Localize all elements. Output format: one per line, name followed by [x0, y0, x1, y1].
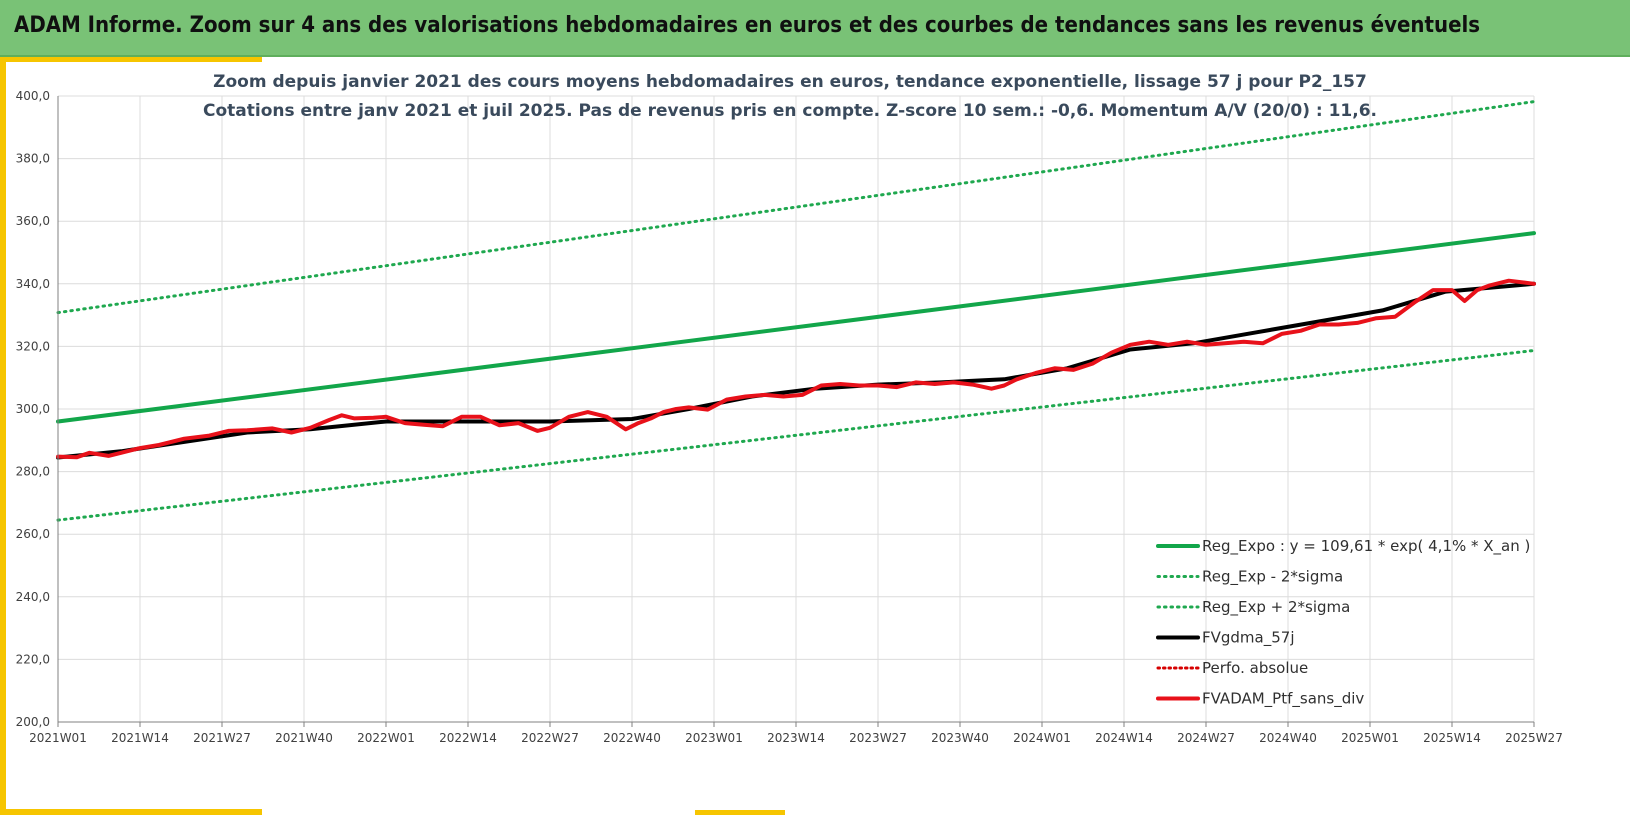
chart-series: [56, 100, 1536, 522]
chart-grid: [57, 95, 1535, 723]
accent-bar-top: [0, 57, 262, 62]
accent-bar-left: [0, 57, 6, 815]
line-chart: Zoom depuis janvier 2021 des cours moyen…: [16, 72, 1563, 745]
legend-label-fvgdma-line: FVgdma_57j: [1202, 629, 1295, 648]
x-tick-label: 2021W14: [111, 731, 169, 745]
y-tick-label: 340,0: [16, 277, 50, 291]
x-tick-label: 2021W01: [29, 731, 87, 745]
x-tick-label: 2025W01: [1341, 731, 1399, 745]
chart-container: Zoom depuis janvier 2021 des cours moyen…: [8, 62, 1626, 810]
x-tick-label: 2025W27: [1505, 731, 1563, 745]
y-tick-label: 280,0: [16, 465, 50, 479]
chart-subtitle-line2: Cotations entre janv 2021 et juil 2025. …: [203, 101, 1377, 121]
x-tick-label: 2023W14: [767, 731, 825, 745]
reg-exp-minus-2sigma-line: [56, 349, 1536, 522]
x-tick-label: 2024W01: [1013, 731, 1071, 745]
y-tick-label: 320,0: [16, 339, 50, 353]
legend-label-reg-exp-minus-2sigma-line: Reg_Exp - 2*sigma: [1202, 568, 1343, 587]
legend-label-reg-expo-line: Reg_Expo : y = 109,61 * exp( 4,1% * X_an…: [1202, 537, 1530, 556]
x-tick-label: 2021W40: [275, 731, 333, 745]
chart-subtitle-line1: Zoom depuis janvier 2021 des cours moyen…: [213, 72, 1367, 92]
x-tick-label: 2023W01: [685, 731, 743, 745]
accent-bar-bottom-mid: [695, 810, 785, 815]
reg-exp-plus-2sigma-line: [56, 100, 1536, 315]
y-tick-label: 380,0: [16, 152, 50, 166]
x-tick-label: 2024W27: [1177, 731, 1235, 745]
y-tick-label: 260,0: [16, 527, 50, 541]
x-tick-label: 2022W40: [603, 731, 661, 745]
x-tick-label: 2022W27: [521, 731, 579, 745]
x-tick-label: 2022W01: [357, 731, 415, 745]
y-tick-label: 360,0: [16, 214, 50, 228]
y-tick-label: 300,0: [16, 402, 50, 416]
legend-label-reg-exp-plus-2sigma-line: Reg_Exp + 2*sigma: [1202, 598, 1350, 617]
fvadam-line: [56, 278, 1536, 460]
x-tick-label: 2024W40: [1259, 731, 1317, 745]
x-tick-label: 2021W27: [193, 731, 251, 745]
x-tick-label: 2022W14: [439, 731, 497, 745]
x-tick-label: 2025W14: [1423, 731, 1481, 745]
accent-bar-bottom: [0, 809, 262, 815]
legend-label-perfo-absolue-line: Perfo. absolue: [1202, 659, 1308, 677]
header-banner: ADAM Informe. Zoom sur 4 ans des valoris…: [0, 0, 1630, 57]
chart-axes: 200,0 220,0 240,0 260,0 280,0 300,0 320,0 340,0…: [16, 89, 1563, 745]
y-tick-label: 200,0: [16, 715, 50, 729]
x-tick-label: 2023W27: [849, 731, 907, 745]
y-tick-label: 400,0: [16, 89, 50, 103]
y-tick-label: 220,0: [16, 652, 50, 666]
legend-label-fvadam-line: FVADAM_Ptf_sans_div: [1202, 690, 1364, 709]
reg-expo-line: [56, 231, 1536, 424]
page-title: ADAM Informe. Zoom sur 4 ans des valoris…: [14, 13, 1481, 38]
chart-legend: Reg_Expo : y = 109,61 * exp( 4,1% * X_an…: [1156, 537, 1530, 709]
x-tick-label: 2023W40: [931, 731, 989, 745]
x-tick-label: 2024W14: [1095, 731, 1153, 745]
y-tick-label: 240,0: [16, 590, 50, 604]
